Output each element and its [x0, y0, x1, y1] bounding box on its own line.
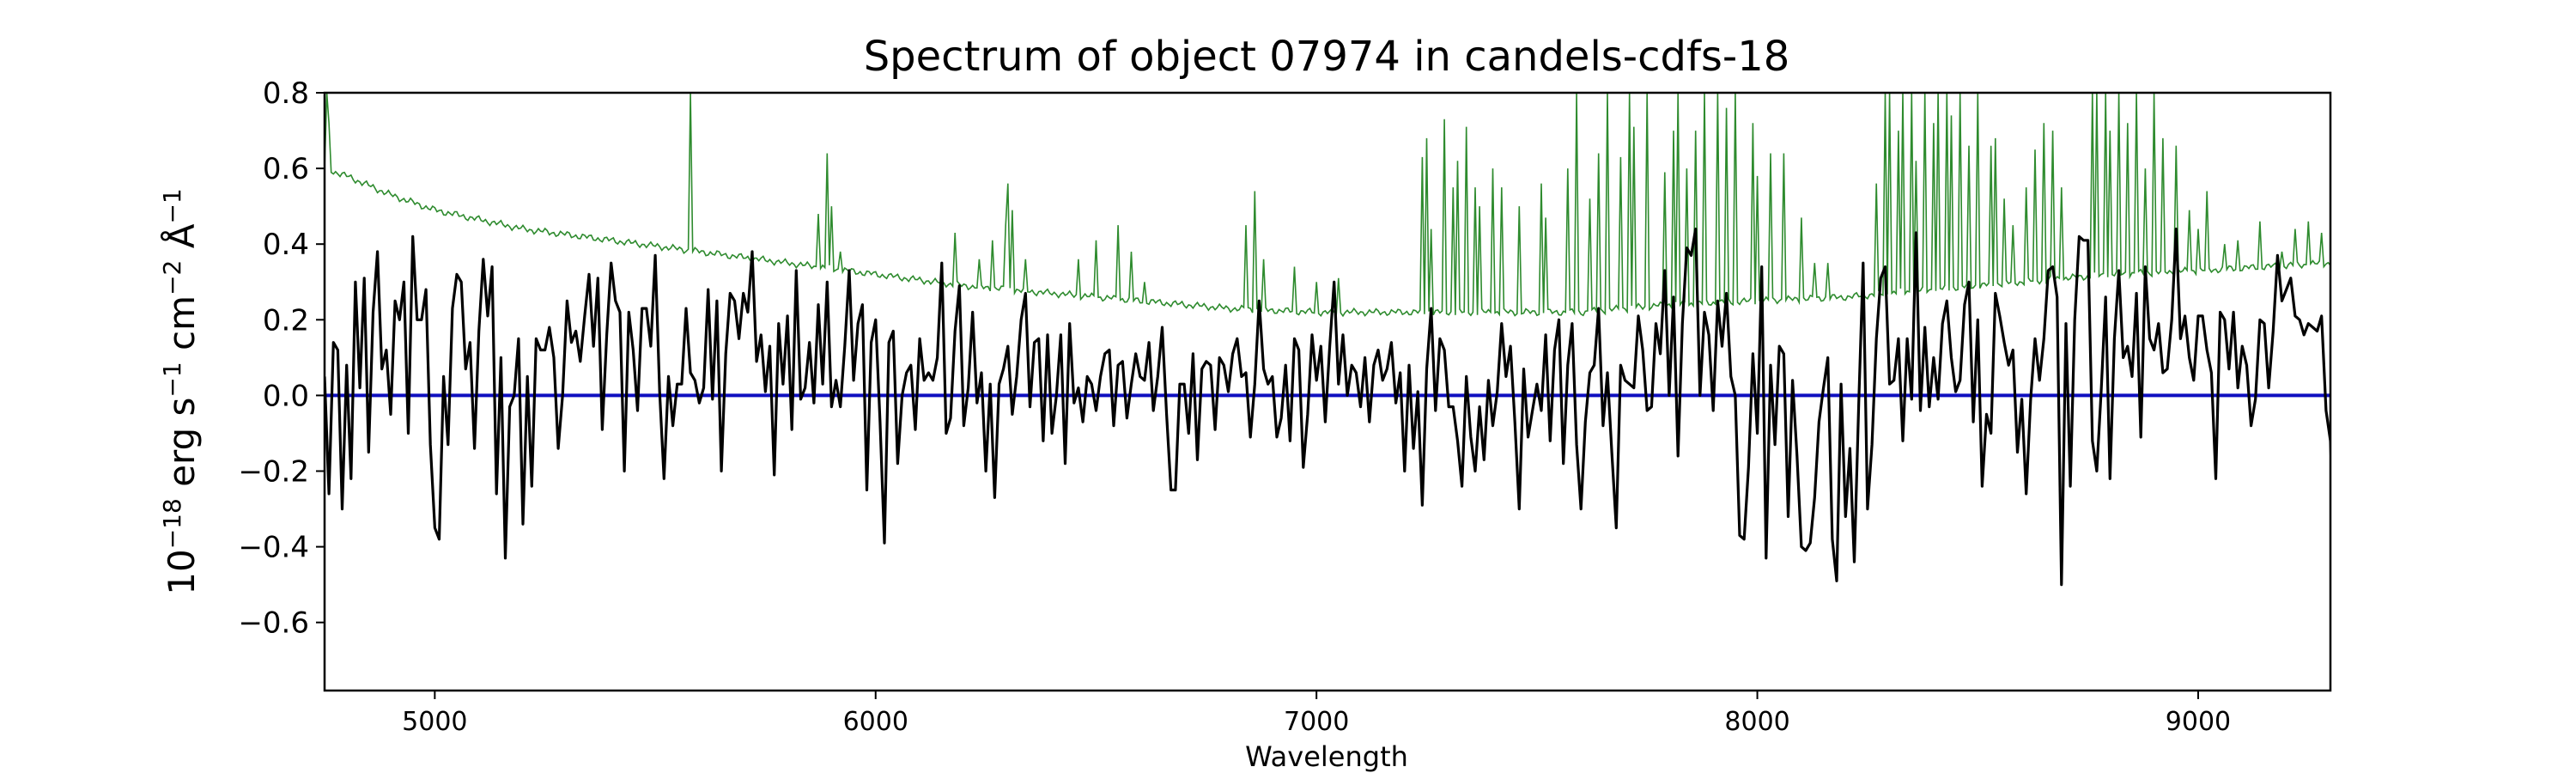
y-tick-label: 0.2 — [263, 303, 309, 338]
x-tick-label: 5000 — [402, 707, 467, 737]
x-axis: 5000 6000 7000 8000 9000 — [402, 691, 2231, 737]
plot-frame — [323, 91, 2332, 692]
plot-area — [325, 93, 2330, 587]
series-flux-line — [325, 228, 2330, 587]
y-tick-label: 0.6 — [263, 152, 309, 186]
series-model-line — [325, 93, 2330, 318]
y-tick-label: −0.6 — [238, 606, 309, 641]
x-axis-label: Wavelength — [1245, 740, 1408, 773]
x-tick-label: 8000 — [1724, 707, 1789, 737]
x-tick-label: 6000 — [843, 707, 908, 737]
y-tick-label: 0.8 — [263, 76, 309, 111]
chart-title: Spectrum of object 07974 in candels-cdfs… — [864, 33, 1790, 81]
y-tick-label: 0.4 — [263, 228, 309, 262]
y-tick-label: −0.2 — [238, 455, 309, 490]
x-tick-label: 7000 — [1284, 707, 1349, 737]
y-tick-label: −0.4 — [238, 531, 309, 565]
y-tick-label: 0.0 — [263, 379, 309, 413]
y-axis: −0.6 −0.4 −0.2 0.0 0.2 0.4 0.6 0.8 — [238, 76, 325, 641]
y-axis-label: 10−18 erg s−1 cm−2 Å−1 — [158, 188, 203, 594]
x-tick-label: 9000 — [2166, 707, 2231, 737]
